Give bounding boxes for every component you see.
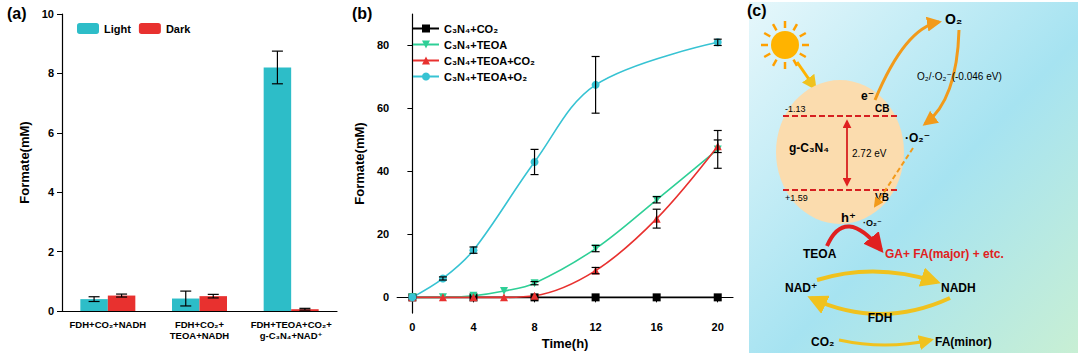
svg-text:Formate(mM): Formate(mM): [352, 122, 367, 204]
svg-text:FDH+CO₂+NADH: FDH+CO₂+NADH: [70, 319, 147, 330]
svg-text:20: 20: [377, 228, 389, 240]
svg-text:8: 8: [48, 67, 54, 79]
svg-text:CO₂: CO₂: [811, 335, 834, 349]
svg-text:O₂: O₂: [945, 11, 962, 27]
svg-text:FA(minor): FA(minor): [935, 335, 992, 349]
svg-text:40: 40: [377, 165, 389, 177]
svg-text:Light: Light: [104, 23, 131, 35]
svg-text:8: 8: [531, 321, 537, 333]
svg-text:C₃N₄+TEOA+O₂: C₃N₄+TEOA+O₂: [444, 71, 527, 83]
svg-text:TEOA+NADH: TEOA+NADH: [170, 330, 230, 341]
svg-text:Formate(mM): Formate(mM): [17, 121, 32, 203]
svg-text:·O₂⁻: ·O₂⁻: [905, 131, 930, 145]
svg-text:10: 10: [42, 8, 54, 20]
svg-text:g-C₃N₄+NAD⁺: g-C₃N₄+NAD⁺: [260, 330, 323, 341]
svg-text:NAD⁺: NAD⁺: [785, 281, 817, 295]
svg-text:C₃N₄+TEOA+CO₂: C₃N₄+TEOA+CO₂: [444, 55, 535, 67]
svg-text:+1.59: +1.59: [785, 193, 808, 203]
svg-text:(a): (a): [7, 5, 27, 22]
svg-text:·O₂⁻: ·O₂⁻: [863, 218, 882, 228]
svg-text:C₃N₄+TEOA: C₃N₄+TEOA: [444, 39, 507, 51]
svg-text:GA+ FA(major) + etc.: GA+ FA(major) + etc.: [885, 247, 1004, 261]
svg-text:FDH+TEOA+CO₂+: FDH+TEOA+CO₂+: [251, 319, 332, 330]
svg-text:0: 0: [383, 291, 389, 303]
svg-text:4: 4: [470, 321, 477, 333]
svg-text:C₃N₄+CO₂: C₃N₄+CO₂: [444, 23, 498, 35]
svg-text:-1.13: -1.13: [785, 104, 806, 114]
svg-text:16: 16: [651, 321, 663, 333]
svg-text:Dark: Dark: [166, 23, 191, 35]
svg-text:(b): (b): [352, 5, 372, 22]
svg-text:2: 2: [48, 246, 54, 258]
svg-text:h⁺: h⁺: [841, 210, 856, 225]
svg-text:60: 60: [377, 102, 389, 114]
svg-text:O₂/·O₂⁻(-0.046 eV): O₂/·O₂⁻(-0.046 eV): [917, 71, 1002, 82]
svg-text:g-C₃N₄: g-C₃N₄: [789, 141, 829, 155]
svg-text:0: 0: [409, 321, 415, 333]
svg-text:e⁻: e⁻: [861, 89, 874, 103]
svg-text:FDH+CO₂+: FDH+CO₂+: [175, 319, 225, 330]
svg-text:(c): (c): [747, 2, 767, 19]
svg-text:2.72 eV: 2.72 eV: [852, 148, 887, 159]
svg-text:20: 20: [712, 321, 724, 333]
svg-text:6: 6: [48, 127, 54, 139]
svg-text:12: 12: [589, 321, 601, 333]
svg-text:NADH: NADH: [941, 281, 976, 295]
svg-text:VB: VB: [875, 192, 889, 203]
svg-text:0: 0: [48, 305, 54, 317]
svg-text:Time(h): Time(h): [542, 336, 589, 351]
svg-text:80: 80: [377, 39, 389, 51]
svg-text:TEOA: TEOA: [803, 247, 837, 261]
svg-text:CB: CB: [875, 103, 889, 114]
svg-text:4: 4: [48, 186, 55, 198]
svg-text:FDH: FDH: [868, 311, 893, 325]
